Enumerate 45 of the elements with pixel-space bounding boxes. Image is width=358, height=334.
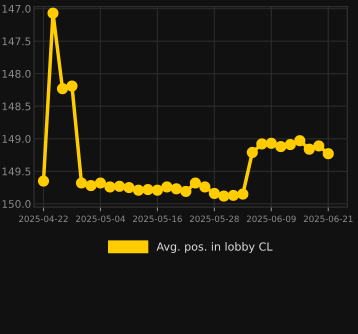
point bbox=[256, 138, 268, 150]
point bbox=[190, 177, 201, 189]
point bbox=[104, 181, 116, 192]
y-tick-label: 150.0 bbox=[2, 200, 31, 208]
point bbox=[275, 141, 286, 152]
point bbox=[237, 188, 248, 200]
x-tick-label: 2025-05-04 bbox=[76, 216, 125, 222]
point bbox=[294, 135, 306, 146]
point bbox=[114, 180, 125, 192]
point bbox=[218, 190, 230, 202]
point bbox=[313, 140, 324, 152]
legend-label: Avg. pos. in lobby CL bbox=[156, 242, 272, 253]
point bbox=[132, 184, 144, 196]
point bbox=[304, 144, 315, 155]
y-tick-label: 147.5 bbox=[2, 38, 30, 46]
point bbox=[85, 180, 97, 192]
x-tick-label: 2025-04-22 bbox=[19, 216, 68, 222]
point bbox=[228, 190, 239, 201]
point bbox=[322, 148, 334, 160]
x-tick-label: 2025-05-16 bbox=[133, 216, 182, 222]
y-tick-label: 148.0 bbox=[2, 70, 31, 78]
point bbox=[246, 146, 258, 158]
point bbox=[208, 188, 220, 199]
point bbox=[199, 181, 210, 192]
x-tick-label: 2025-06-21 bbox=[304, 216, 352, 222]
point bbox=[123, 182, 134, 194]
point bbox=[266, 138, 277, 149]
point bbox=[180, 186, 192, 198]
point bbox=[56, 83, 68, 94]
point bbox=[161, 181, 172, 192]
point bbox=[284, 139, 296, 150]
point bbox=[94, 177, 106, 189]
x-tick-label: 2025-05-28 bbox=[190, 216, 239, 222]
point bbox=[142, 184, 154, 196]
point bbox=[152, 184, 163, 196]
x-tick-label: 2025-06-09 bbox=[246, 216, 296, 222]
point bbox=[76, 177, 88, 189]
y-tick-label: 149.5 bbox=[2, 168, 30, 176]
point bbox=[66, 80, 78, 92]
y-tick-label: 148.5 bbox=[2, 102, 30, 110]
point bbox=[47, 8, 59, 19]
point bbox=[38, 176, 50, 187]
point bbox=[170, 183, 182, 194]
y-tick-label: 147.0 bbox=[2, 4, 31, 13]
y-tick-label: 149.0 bbox=[2, 134, 31, 143]
